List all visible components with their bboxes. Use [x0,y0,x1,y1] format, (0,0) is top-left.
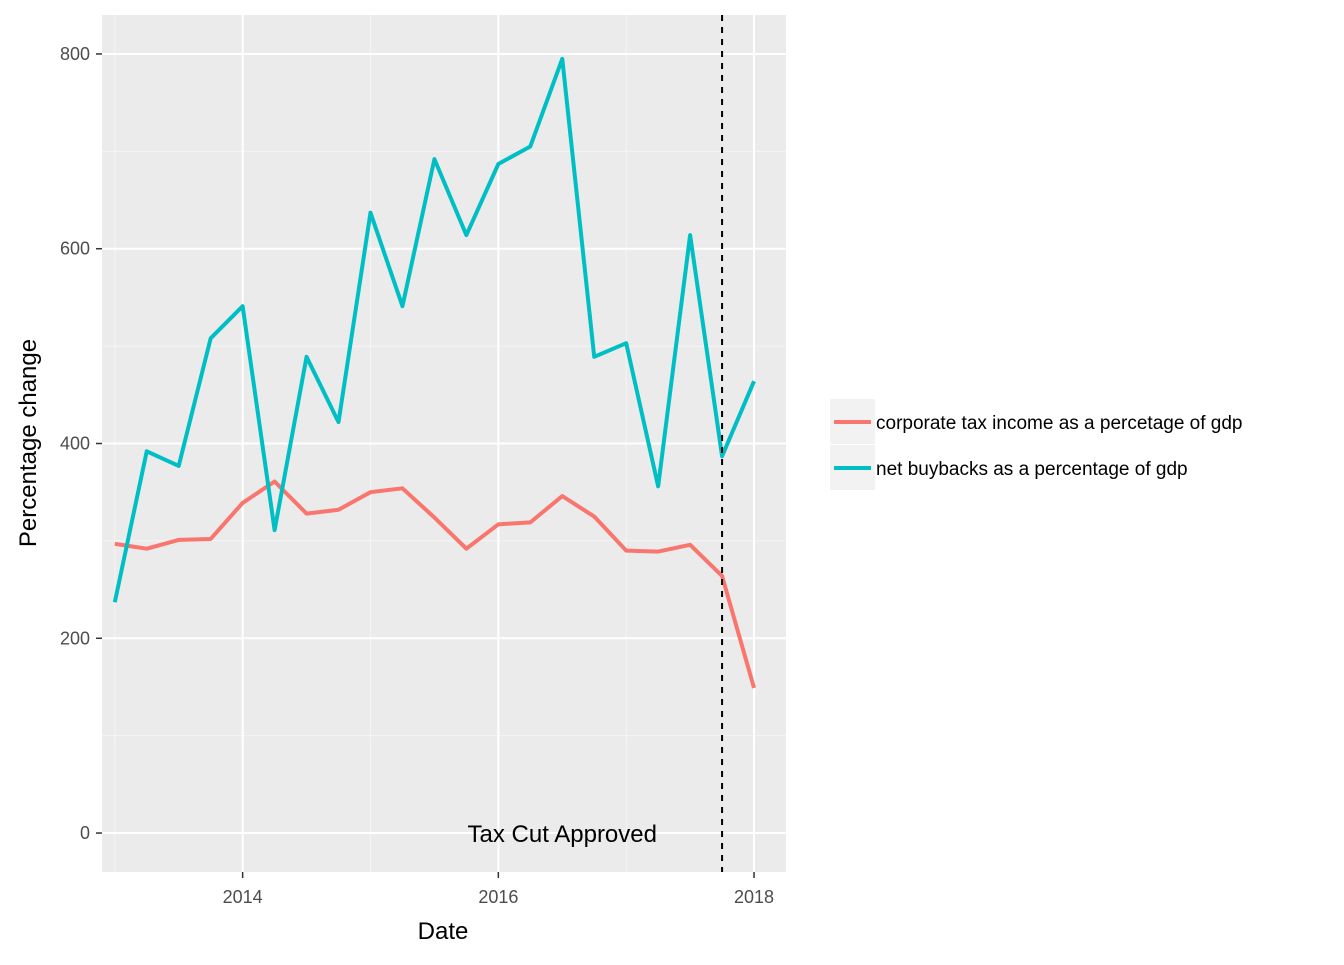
legend: corporate tax income as a percetage of g… [830,399,1243,490]
x-axis-title: Date [418,918,469,945]
annotation-label: Tax Cut Approved [468,821,657,848]
grid-major [102,15,786,872]
y-tick-label: 200 [60,628,90,648]
y-tick-label: 0 [80,823,90,843]
series-line-1 [114,479,756,689]
series-lines [112,56,756,689]
x-axis: 2014 2016 2018 [223,872,774,907]
y-tick-label: 800 [60,44,90,64]
x-tick-label: 2018 [734,887,774,907]
legend-label-1: corporate tax income as a percetage of g… [876,413,1243,434]
series-line-2 [112,56,756,603]
x-tick-label: 2016 [478,887,518,907]
legend-label-2: net buybacks as a percentage of gdp [876,459,1188,480]
annotations: Tax Cut Approved [468,821,657,848]
y-tick-label: 600 [60,239,90,259]
y-tick-label: 400 [60,434,90,454]
y-axis: 0 200 400 600 800 [60,44,102,843]
x-tick-label: 2014 [223,887,263,907]
y-axis-title: Percentage change [15,339,42,547]
